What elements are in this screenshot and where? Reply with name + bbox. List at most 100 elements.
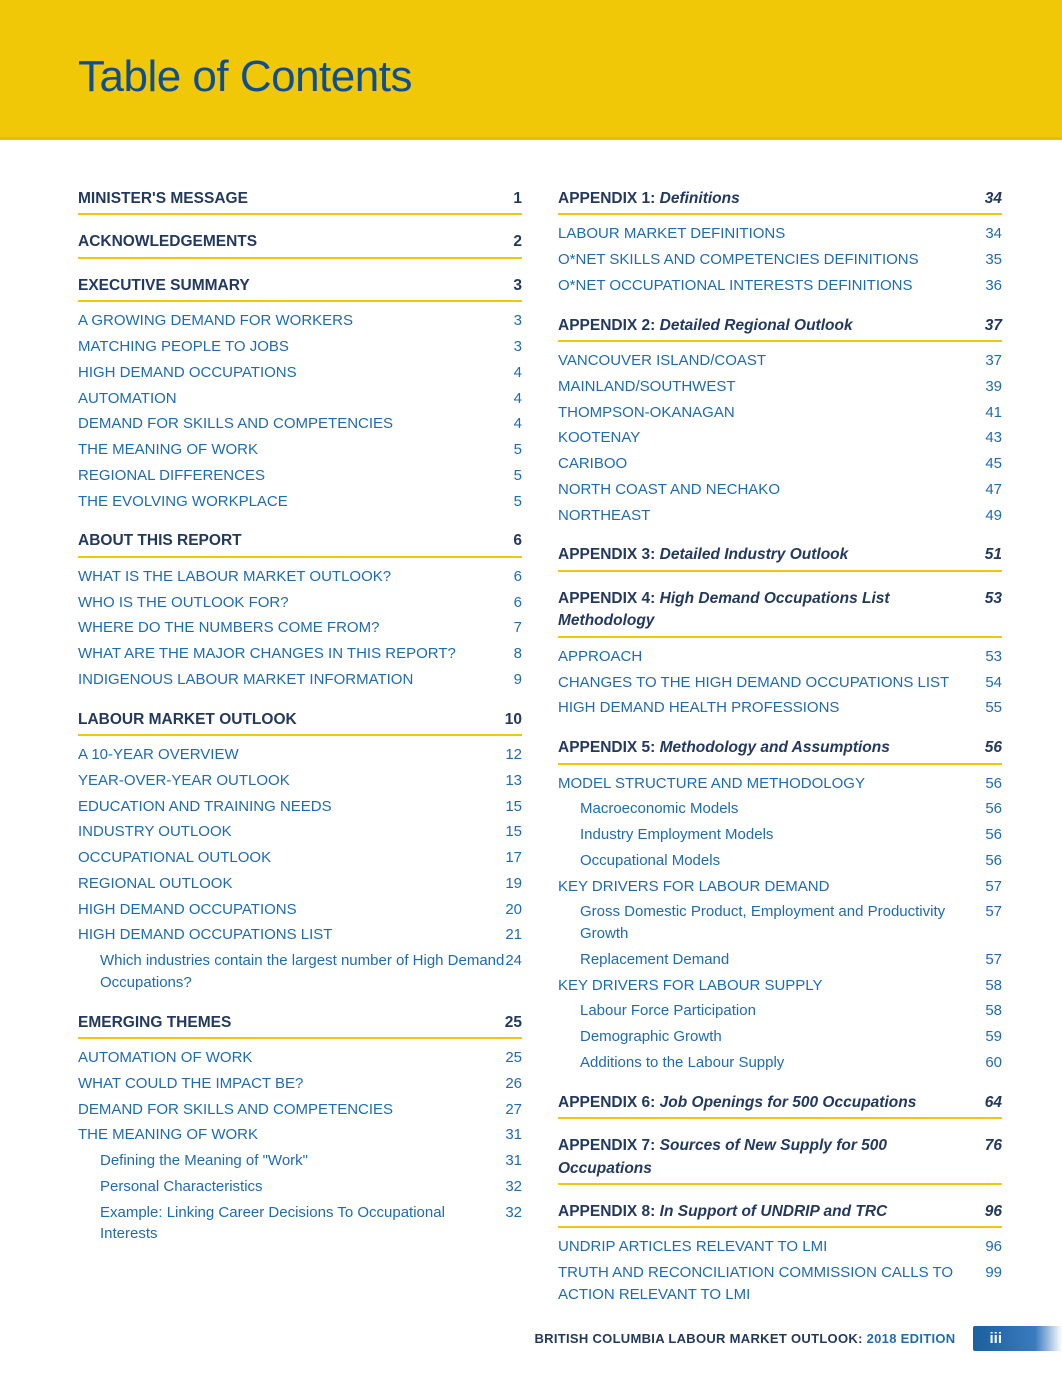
toc-entry-level1[interactable]: REGIONAL DIFFERENCES5 [78,463,522,489]
toc-entry-level1[interactable]: DEMAND FOR SKILLS AND COMPETENCIES27 [78,1097,522,1123]
toc-entry-page: 8 [514,643,522,665]
toc-entry-page: 56 [985,737,1002,759]
toc-entry-label: THOMPSON-OKANAGAN [558,402,735,424]
toc-entry-level1[interactable]: O*NET SKILLS AND COMPETENCIES DEFINITION… [558,247,1002,273]
toc-entry-level2[interactable]: Replacement Demand57 [558,947,1002,973]
toc-entry-level1[interactable]: KOOTENAY43 [558,425,1002,451]
toc-entry-level1[interactable]: NORTH COAST AND NECHAKO47 [558,477,1002,503]
toc-entry-level2[interactable]: Demographic Growth 59 [558,1024,1002,1050]
toc-entry-level1[interactable]: APPROACH53 [558,644,1002,670]
toc-entry-level1[interactable]: THE MEANING OF WORK31 [78,1122,522,1148]
toc-entry-level1[interactable]: WHAT IS THE LABOUR MARKET OUTLOOK?6 [78,564,522,590]
toc-entry-level2[interactable]: Defining the Meaning of "Work"31 [78,1148,522,1174]
toc-entry-level1[interactable]: OCCUPATIONAL OUTLOOK17 [78,845,522,871]
toc-entry-level2[interactable]: Additions to the Labour Supply60 [558,1050,1002,1076]
toc-entry-level2[interactable]: Personal Characteristics32 [78,1174,522,1200]
toc-entry-level1[interactable]: KEY DRIVERS FOR LABOUR DEMAND57 [558,874,1002,900]
toc-entry-level1[interactable]: HIGH DEMAND OCCUPATIONS4 [78,360,522,386]
toc-section-heading[interactable]: APPENDIX 4: High Demand Occupations List… [558,586,1002,638]
toc-entry-level1[interactable]: EDUCATION AND TRAINING NEEDS15 [78,794,522,820]
toc-entry-label: Industry Employment Models [580,824,773,846]
toc-entry-level1[interactable]: CARIBOO45 [558,451,1002,477]
header-band: Table of Contents [0,0,1062,140]
toc-entry-level2[interactable]: Which industries contain the largest num… [78,948,522,996]
toc-entry-level1[interactable]: WHERE DO THE NUMBERS COME FROM?7 [78,615,522,641]
toc-entry-level2[interactable]: Labour Force Participation58 [558,998,1002,1024]
toc-entry-level1[interactable]: AUTOMATION OF WORK25 [78,1045,522,1071]
toc-entry-label: REGIONAL DIFFERENCES [78,465,265,487]
toc-entry-label: Gross Domestic Product, Employment and P… [580,901,985,945]
toc-entry-page: 57 [985,901,1002,923]
toc-section-heading[interactable]: APPENDIX 6: Job Openings for 500 Occupat… [558,1090,1002,1119]
toc-entry-level1[interactable]: AUTOMATION4 [78,386,522,412]
toc-entry-level2[interactable]: Industry Employment Models56 [558,822,1002,848]
toc-entry-level2[interactable]: Gross Domestic Product, Employment and P… [558,899,1002,947]
toc-entry-page: 21 [505,924,522,946]
toc-entry-level1[interactable]: REGIONAL OUTLOOK19 [78,871,522,897]
toc-entry-level1[interactable]: O*NET OCCUPATIONAL INTERESTS DEFINITIONS… [558,273,1002,299]
toc-section-heading[interactable]: APPENDIX 2: Detailed Regional Outlook37 [558,313,1002,342]
toc-entry-label: APPENDIX 6: Job Openings for 500 Occupat… [558,1092,916,1114]
toc-section-heading[interactable]: APPENDIX 3: Detailed Industry Outlook51 [558,542,1002,571]
toc-section-heading[interactable]: APPENDIX 8: In Support of UNDRIP and TRC… [558,1199,1002,1228]
toc-entry-page: 3 [514,336,522,358]
toc-entry-label: Demographic Growth [580,1026,722,1048]
toc-entry-level1[interactable]: HIGH DEMAND OCCUPATIONS LIST21 [78,922,522,948]
toc-entry-level1[interactable]: MODEL STRUCTURE AND METHODOLOGY56 [558,771,1002,797]
toc-entry-page: 31 [505,1124,522,1146]
toc-entry-page: 32 [505,1176,522,1198]
toc-entry-level1[interactable]: HIGH DEMAND HEALTH PROFESSIONS55 [558,695,1002,721]
toc-entry-level1[interactable]: TRUTH AND RECONCILIATION COMMISSION CALL… [558,1260,1002,1308]
toc-entry-level1[interactable]: A GROWING DEMAND FOR WORKERS3 [78,308,522,334]
toc-section-heading[interactable]: ACKNOWLEDGEMENTS2 [78,229,522,258]
toc-entry-level1[interactable]: UNDRIP ARTICLES RELEVANT TO LMI96 [558,1234,1002,1260]
toc-entry-page: 6 [513,530,522,552]
toc-entry-level1[interactable]: HIGH DEMAND OCCUPATIONS20 [78,897,522,923]
toc-entry-level1[interactable]: THE EVOLVING WORKPLACE5 [78,489,522,515]
toc-entry-level2[interactable]: Example: Linking Career Decisions To Occ… [78,1200,522,1248]
toc-entry-level1[interactable]: WHAT ARE THE MAJOR CHANGES IN THIS REPOR… [78,641,522,667]
toc-entry-level1[interactable]: WHAT COULD THE IMPACT BE?26 [78,1071,522,1097]
toc-entry-label: WHAT IS THE LABOUR MARKET OUTLOOK? [78,566,391,588]
toc-entry-page: 64 [985,1092,1002,1114]
toc-section-heading[interactable]: EXECUTIVE SUMMARY3 [78,273,522,302]
toc-entry-level1[interactable]: KEY DRIVERS FOR LABOUR SUPPLY58 [558,973,1002,999]
toc-entry-page: 3 [514,310,522,332]
toc-entry-page: 59 [985,1026,1002,1048]
toc-entry-level1[interactable]: MATCHING PEOPLE TO JOBS3 [78,334,522,360]
toc-entry-page: 15 [505,821,522,843]
toc-entry-level1[interactable]: DEMAND FOR SKILLS AND COMPETENCIES4 [78,411,522,437]
toc-entry-level1[interactable]: THOMPSON-OKANAGAN41 [558,400,1002,426]
toc-entry-page: 54 [985,672,1002,694]
toc-entry-label: O*NET SKILLS AND COMPETENCIES DEFINITION… [558,249,919,271]
toc-section-heading[interactable]: MINISTER'S MESSAGE1 [78,186,522,215]
toc-section-heading[interactable]: APPENDIX 5: Methodology and Assumptions5… [558,735,1002,764]
toc-section-heading[interactable]: ABOUT THIS REPORT6 [78,528,522,557]
toc-entry-label: A 10-YEAR OVERVIEW [78,744,239,766]
toc-entry-level1[interactable]: INDUSTRY OUTLOOK15 [78,819,522,845]
toc-entry-level1[interactable]: YEAR-OVER-YEAR OUTLOOK13 [78,768,522,794]
toc-entry-level1[interactable]: A 10-YEAR OVERVIEW12 [78,742,522,768]
toc-entry-level2[interactable]: Occupational Models56 [558,848,1002,874]
toc-section-heading[interactable]: EMERGING THEMES25 [78,1010,522,1039]
toc-entry-level1[interactable]: NORTHEAST49 [558,503,1002,529]
toc-entry-label: Occupational Models [580,850,720,872]
toc-entry-label: CARIBOO [558,453,627,475]
page-title: Table of Contents [78,52,1062,102]
toc-entry-label: MAINLAND/SOUTHWEST [558,376,736,398]
toc-entry-level1[interactable]: VANCOUVER ISLAND/COAST37 [558,348,1002,374]
toc-section-heading[interactable]: APPENDIX 7: Sources of New Supply for 50… [558,1133,1002,1185]
toc-entry-level1[interactable]: WHO IS THE OUTLOOK FOR?6 [78,590,522,616]
toc-section-heading[interactable]: APPENDIX 1: Definitions34 [558,186,1002,215]
toc-entry-level1[interactable]: LABOUR MARKET DEFINITIONS34 [558,221,1002,247]
toc-entry-level2[interactable]: Macroeconomic Models56 [558,796,1002,822]
toc-entry-level1[interactable]: MAINLAND/SOUTHWEST39 [558,374,1002,400]
toc-section-heading[interactable]: LABOUR MARKET OUTLOOK10 [78,707,522,736]
toc-entry-level1[interactable]: THE MEANING OF WORK5 [78,437,522,463]
toc-entry-level1[interactable]: CHANGES TO THE HIGH DEMAND OCCUPATIONS L… [558,670,1002,696]
toc-entry-page: 47 [985,479,1002,501]
toc-entry-label: WHO IS THE OUTLOOK FOR? [78,592,289,614]
toc-entry-level1[interactable]: INDIGENOUS LABOUR MARKET INFORMATION9 [78,667,522,693]
toc-entry-page: 32 [505,1202,522,1224]
toc-entry-label: THE MEANING OF WORK [78,439,258,461]
